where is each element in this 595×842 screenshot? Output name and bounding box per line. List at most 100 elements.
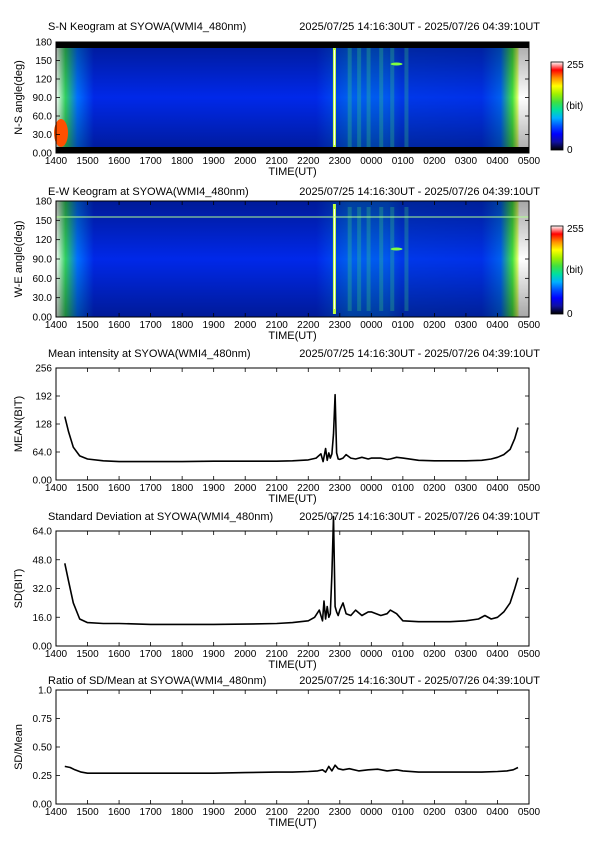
keogram-faint-band [357,207,362,311]
panel-1-xtick-label: 2100 [266,320,289,331]
panel-3-ytick-label: 16.0 [33,613,53,624]
keogram-faint-band [347,207,352,311]
panel-3-xtick-label: 1900 [203,649,226,660]
panel-4-ytick-label: 0.25 [33,771,53,782]
panel-4-title: Ratio of SD/Mean at SYOWA(WMI4_480nm) [48,675,266,687]
panel-0-xtick-label: 2200 [297,156,320,167]
panel-1-title: E-W Keogram at SYOWA(WMI4_480nm) [48,186,249,198]
panel-3-xtick-label: 0400 [486,649,509,660]
panel-3-ytick-label: 48.0 [33,555,53,566]
colorbar-0 [550,61,564,151]
panel-1-ytick-label: 150 [35,216,52,227]
panel-3-xtick-label: 0100 [392,649,415,660]
panel-1-ytick-label: 60.0 [33,274,53,285]
panel-0-xtick-label: 2300 [329,156,352,167]
panel-0-ytick-label: 180 [35,38,52,49]
panel-3-xtick-label: 0300 [455,649,478,660]
panel-0-xtick-label: 1600 [108,156,131,167]
panel-0-xtick-label: 0500 [518,156,541,167]
panel-1-xtick-label: 1800 [171,320,194,331]
panel-2-series-line [64,393,519,463]
panel-4-ytick-label: 1.0 [38,686,52,697]
panel-4-xtick-label: 0200 [423,807,446,818]
panel-0-xtick-label: 2100 [266,156,289,167]
panel-0-ytick-label: 30.0 [33,130,53,141]
panel-0-title: S-N Keogram at SYOWA(WMI4_480nm) [48,21,246,33]
panel-0-ytick-label: 0.00 [33,149,53,160]
panel-3-series-line [64,515,519,626]
panel-2-xtick-label: 1400 [45,483,68,494]
panel-0-xtick-label: 2000 [234,156,257,167]
panel-2-xtick-label: 1900 [203,483,226,494]
panel-4-xtick-label: 2200 [297,807,320,818]
panel-1-xtick-label: 1600 [108,320,131,331]
panel-4-series-line [64,764,519,775]
keogram-star-trail [390,62,403,66]
panel-3-xtick-label: 1600 [108,649,131,660]
panel-3-xtick-label: 0200 [423,649,446,660]
panel-1-xtick-label: 2000 [234,320,257,331]
panel-3-xtick-label: 2200 [297,649,320,660]
panel-3-xtick-label: 2300 [329,649,352,660]
panel-4-xtick-label: 0500 [518,807,541,818]
colorbar-1-max: 255 [567,224,584,235]
panel-4-xtick-label: 1500 [76,807,99,818]
panel-0-ytick-label: 150 [35,56,52,67]
keogram-shading [56,42,529,153]
panel-0-ylabel: N-S angle(deg) [13,60,25,135]
panel-0-ytick-label: 60.0 [33,112,53,123]
panel-1-xtick-label: 1700 [139,320,162,331]
colorbar-1 [550,225,564,315]
colorbar-0-unit: (bit) [566,101,583,112]
panel-0-xtick-label: 0200 [423,156,446,167]
keogram-faint-band [357,48,362,147]
keogram-top-mask [56,42,529,48]
panel-0-xlabel: TIME(UT) [268,166,316,178]
panel-2-xtick-label: 0200 [423,483,446,494]
keogram-faint-band [347,48,352,147]
panel-4-xtick-label: 2000 [234,807,257,818]
panel-1-ytick-label: 120 [35,235,52,246]
panel-4-xtick-label: 1900 [203,807,226,818]
panel-3-time-range: 2025/07/25 14:16:30UT - 2025/07/26 04:39… [299,511,540,523]
panel-2-xtick-label: 1600 [108,483,131,494]
panel-2-ytick-label: 128 [35,420,52,431]
panel-0-xtick-label: 0400 [486,156,509,167]
panel-4-xtick-label: 0400 [486,807,509,818]
panel-1-xtick-label: 0400 [486,320,509,331]
panel-2-xtick-label: 2200 [297,483,320,494]
panel-0-xtick-label: 1800 [171,156,194,167]
panel-1-xtick-label: 0200 [423,320,446,331]
keogram-faint-band [379,48,384,147]
panel-3-ytick-label: 0.00 [33,642,53,653]
panel-4-xtick-label: 1700 [139,807,162,818]
panel-4-xtick-label: 2100 [266,807,289,818]
panel-4-xtick-label: 0000 [360,807,383,818]
keogram-faint-band [390,48,395,147]
panel-0-ytick-label: 90.0 [33,93,53,104]
panel-4-xlabel: TIME(UT) [268,817,316,829]
panel-2-ytick-label: 192 [35,392,52,403]
panel-4-ytick-label: 0.50 [33,743,53,754]
panel-0-xtick-label: 1500 [76,156,99,167]
panel-4-xtick-label: 0100 [392,807,415,818]
keogram-moon-glow [54,119,68,147]
panel-3-ylabel: SD(BIT) [13,569,25,609]
panel-4-ytick-label: 0.75 [33,714,53,725]
panel-3-xtick-label: 1800 [171,649,194,660]
panel-2-xtick-label: 0300 [455,483,478,494]
panel-1-xtick-label: 1500 [76,320,99,331]
panel-0-xtick-label: 1700 [139,156,162,167]
panel-1-ylabel: W-E angle(deg) [13,221,25,298]
panel-2-xtick-label: 1800 [171,483,194,494]
panel-0-xtick-label: 1400 [45,156,68,167]
panel-4-xtick-label: 0300 [455,807,478,818]
panel-4-xtick-label: 1800 [171,807,194,818]
keogram-faint-band [379,207,384,311]
panel-4-frame [55,689,530,805]
panel-2-xtick-label: 0000 [360,483,383,494]
panel-4-ytick-label: 0.00 [33,800,53,811]
panel-3-xtick-label: 1700 [139,649,162,660]
keogram-faint-band [404,207,409,311]
